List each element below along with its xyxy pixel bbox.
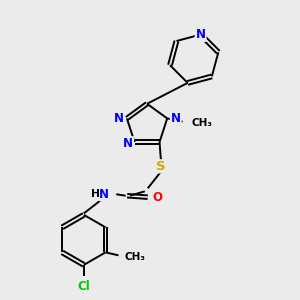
Text: S: S bbox=[156, 160, 166, 173]
Text: N: N bbox=[123, 137, 133, 150]
Text: N: N bbox=[171, 112, 181, 125]
Text: N: N bbox=[196, 28, 206, 41]
Text: CH₃: CH₃ bbox=[191, 118, 212, 128]
Text: H: H bbox=[91, 189, 99, 199]
Text: N: N bbox=[114, 112, 124, 125]
Text: O: O bbox=[152, 191, 162, 204]
Text: Cl: Cl bbox=[77, 280, 90, 293]
Text: CH₃: CH₃ bbox=[125, 252, 146, 262]
Text: N: N bbox=[99, 188, 109, 201]
